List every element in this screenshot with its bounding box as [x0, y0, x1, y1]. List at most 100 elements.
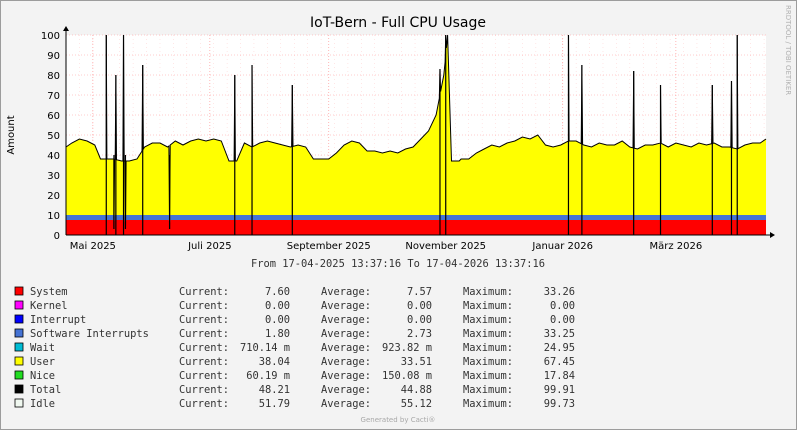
legend-swatch: [14, 342, 24, 352]
legend-current-value: 0.00: [265, 300, 290, 312]
legend-average-value: 150.08 m: [382, 370, 432, 382]
legend: System Current: 7.60 Average: 7.57 Maximum: 33…: [14, 286, 575, 410]
y-tick-label: 50: [47, 131, 60, 142]
legend-row-total: Total Current: 48.21 Average: 44.88 Maximum: 9…: [14, 384, 575, 396]
y-tick-label: 30: [47, 171, 60, 182]
legend-swatch: [14, 370, 24, 380]
legend-name: Software Interrupts: [30, 328, 149, 340]
legend-current-label: Current:: [179, 286, 229, 298]
legend-current-value: 51.79: [259, 398, 290, 410]
x-tick-label: Mai 2025: [70, 241, 116, 252]
legend-swatch: [14, 356, 24, 366]
legend-average-value: 55.12: [401, 398, 432, 410]
x-tick-label: Januar 2026: [531, 241, 593, 252]
plot-area: 0 10 20 30 40 50 60 70 80 90 100 Mai 2025 Juli 2025 S…: [41, 26, 775, 252]
legend-average-label: Average:: [321, 314, 371, 326]
legend-swatch: [14, 328, 24, 338]
legend-current-label: Current:: [179, 356, 229, 368]
legend-average-label: Average:: [321, 398, 371, 410]
y-tick-label: 0: [54, 231, 60, 242]
system-area: [66, 220, 766, 235]
y-tick-label: 40: [47, 151, 60, 162]
legend-average-label: Average:: [321, 384, 371, 396]
legend-current-label: Current:: [179, 300, 229, 312]
legend-average-label: Average:: [321, 342, 371, 354]
legend-row-interrupt: Interrupt Current: 0.00 Average: 0.00 Maximum…: [14, 314, 575, 326]
legend-maximum-value: 99.73: [544, 398, 575, 410]
legend-row-user: User Current: 38.04 Average: 33.51 Maximum: 67…: [14, 356, 575, 368]
legend-average-label: Average:: [321, 370, 371, 382]
legend-swatch: [14, 300, 24, 310]
legend-row-software-interrupts: Software Interrupts Current: 1.80 Average: 2…: [14, 328, 575, 340]
legend-row-kernel: Kernel Current: 0.00 Average: 0.00 Maximum: 0.…: [14, 300, 575, 312]
legend-current-label: Current:: [179, 342, 229, 354]
legend-current-label: Current:: [179, 398, 229, 410]
legend-maximum-value: 33.25: [544, 328, 575, 340]
rrdtool-watermark: RRDTOOL / TOBI OETIKER: [784, 5, 792, 95]
legend-current-label: Current:: [179, 314, 229, 326]
legend-current-value: 38.04: [259, 356, 290, 368]
legend-maximum-value: 17.84: [544, 370, 575, 382]
y-tick-label: 90: [47, 51, 60, 62]
legend-maximum-label: Maximum:: [463, 314, 513, 326]
legend-row-nice: Nice Current: 60.19 m Average: 150.08 m Maxim…: [14, 370, 575, 382]
x-tick-label: Juli 2025: [187, 241, 231, 252]
legend-current-label: Current:: [179, 370, 229, 382]
x-tick-label: November 2025: [405, 241, 486, 252]
legend-name: Total: [30, 384, 61, 396]
legend-maximum-label: Maximum:: [463, 370, 513, 382]
legend-maximum-label: Maximum:: [463, 286, 513, 298]
data-series: [65, 34, 767, 235]
legend-average-value: 44.88: [401, 384, 432, 396]
legend-current-label: Current:: [179, 328, 229, 340]
legend-maximum-label: Maximum:: [463, 398, 513, 410]
legend-name: System: [30, 286, 68, 298]
legend-current-value: 48.21: [259, 384, 290, 396]
y-tick-label: 60: [47, 111, 60, 122]
legend-maximum-label: Maximum:: [463, 328, 513, 340]
legend-maximum-value: 0.00: [550, 300, 575, 312]
legend-average-label: Average:: [321, 300, 371, 312]
legend-name: User: [30, 356, 55, 368]
legend-swatch: [14, 384, 24, 394]
time-range-label: From 17-04-2025 13:37:16 To 17-04-2026 1…: [251, 258, 545, 270]
legend-maximum-label: Maximum:: [463, 342, 513, 354]
user-area: [66, 35, 766, 229]
legend-maximum-value: 33.26: [544, 286, 575, 298]
legend-average-value: 0.00: [407, 314, 432, 326]
legend-name: Idle: [30, 398, 55, 410]
legend-current-value: 7.60: [265, 286, 290, 298]
legend-name: Wait: [30, 342, 55, 354]
legend-maximum-value: 67.45: [544, 356, 575, 368]
legend-maximum-value: 24.95: [544, 342, 575, 354]
y-axis-arrow: [63, 26, 69, 31]
legend-current-value: 0.00: [265, 314, 290, 326]
legend-maximum-value: 99.91: [544, 384, 575, 396]
y-tick-label: 20: [47, 191, 60, 202]
legend-maximum-label: Maximum:: [463, 384, 513, 396]
legend-average-label: Average:: [321, 286, 371, 298]
y-tick-label: 70: [47, 91, 60, 102]
legend-swatch: [14, 398, 24, 408]
chart-title: IoT-Bern - Full CPU Usage: [310, 15, 486, 31]
y-tick-label: 10: [47, 211, 60, 222]
legend-row-system: System Current: 7.60 Average: 7.57 Maximum: 33…: [14, 286, 575, 298]
legend-name: Kernel: [30, 300, 68, 312]
legend-current-value: 1.80: [265, 328, 290, 340]
x-tick-label: März 2026: [649, 241, 702, 252]
legend-current-label: Current:: [179, 384, 229, 396]
legend-average-value: 7.57: [407, 286, 432, 298]
legend-maximum-value: 0.00: [550, 314, 575, 326]
x-axis-arrow: [770, 232, 775, 238]
y-axis-label: Amount: [6, 115, 17, 154]
y-tick-label: 80: [47, 71, 60, 82]
legend-maximum-label: Maximum:: [463, 356, 513, 368]
x-tick-label: September 2025: [287, 241, 371, 252]
legend-average-label: Average:: [321, 328, 371, 340]
legend-average-value: 0.00: [407, 300, 432, 312]
legend-current-value: 710.14 m: [240, 342, 290, 354]
legend-swatch: [14, 286, 24, 296]
legend-average-label: Average:: [321, 356, 371, 368]
softirq-area: [66, 215, 766, 229]
